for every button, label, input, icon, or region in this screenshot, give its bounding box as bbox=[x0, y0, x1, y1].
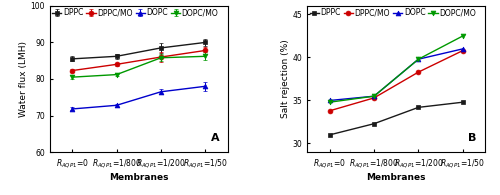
Legend: DPPC, DPPC/MO, DOPC, DOPC/MO: DPPC, DPPC/MO, DOPC, DOPC/MO bbox=[309, 7, 476, 18]
X-axis label: Membranes: Membranes bbox=[109, 173, 168, 182]
Legend: DPPC, DPPC/MO, DOPC, DOPC/MO: DPPC, DPPC/MO, DOPC, DOPC/MO bbox=[52, 7, 219, 18]
X-axis label: Membranes: Membranes bbox=[366, 173, 426, 182]
Text: B: B bbox=[468, 133, 477, 143]
Y-axis label: Salt rejection (%): Salt rejection (%) bbox=[281, 40, 290, 118]
Text: A: A bbox=[211, 133, 220, 143]
Y-axis label: Water flux (LMH): Water flux (LMH) bbox=[19, 41, 28, 117]
